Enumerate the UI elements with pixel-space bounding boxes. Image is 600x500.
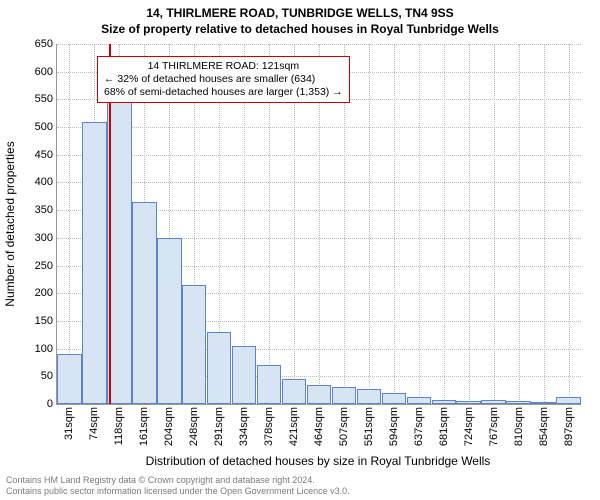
histogram-bar bbox=[157, 238, 181, 404]
y-tick-label: 50 bbox=[41, 370, 53, 382]
gridline-v bbox=[544, 44, 545, 404]
y-tick-label: 400 bbox=[35, 176, 53, 188]
histogram-bar bbox=[182, 285, 206, 404]
histogram-bar bbox=[432, 400, 456, 404]
histogram-bar bbox=[481, 400, 505, 404]
annotation-box: 14 THIRLMERE ROAD: 121sqm ← 32% of detac… bbox=[97, 56, 350, 103]
y-tick-label: 450 bbox=[35, 149, 53, 161]
x-tick-label: 767sqm bbox=[488, 407, 500, 446]
histogram-bar bbox=[282, 379, 306, 404]
y-tick-label: 200 bbox=[35, 287, 53, 299]
histogram-bar bbox=[332, 387, 356, 404]
gridline-v bbox=[369, 44, 370, 404]
chart-title-line1: 14, THIRLMERE ROAD, TUNBRIDGE WELLS, TN4… bbox=[0, 6, 600, 20]
histogram-bar bbox=[407, 397, 431, 404]
y-tick-label: 150 bbox=[35, 315, 53, 327]
x-tick-label: 681sqm bbox=[438, 407, 450, 446]
x-tick-label: 378sqm bbox=[263, 407, 275, 446]
x-tick-label: 204sqm bbox=[163, 407, 175, 446]
x-tick-label: 464sqm bbox=[313, 407, 325, 446]
y-tick-label: 100 bbox=[35, 343, 53, 355]
y-tick-label: 650 bbox=[35, 38, 53, 50]
gridline-v bbox=[444, 44, 445, 404]
x-tick-label: 74sqm bbox=[88, 407, 100, 440]
histogram-bar bbox=[531, 402, 555, 404]
histogram-bar bbox=[307, 385, 331, 404]
x-tick-label: 810sqm bbox=[513, 407, 525, 446]
x-tick-label: 507sqm bbox=[338, 407, 350, 446]
histogram-bar bbox=[57, 354, 81, 404]
gridline-v bbox=[469, 44, 470, 404]
y-tick-label: 550 bbox=[35, 93, 53, 105]
histogram-bar bbox=[132, 202, 156, 404]
footer-line2: Contains public sector information licen… bbox=[6, 486, 350, 496]
x-tick-label: 248sqm bbox=[188, 407, 200, 446]
y-tick-label: 300 bbox=[35, 232, 53, 244]
histogram-bar bbox=[382, 393, 406, 404]
x-tick-label: 291sqm bbox=[213, 407, 225, 446]
histogram-bar bbox=[556, 397, 580, 404]
gridline-v bbox=[519, 44, 520, 404]
y-axis-title: Number of detached properties bbox=[3, 44, 17, 404]
x-tick-label: 594sqm bbox=[388, 407, 400, 446]
y-tick-label: 600 bbox=[35, 66, 53, 78]
histogram-bar bbox=[207, 332, 231, 404]
x-tick-label: 334sqm bbox=[238, 407, 250, 446]
histogram-bar bbox=[357, 389, 381, 405]
annotation-line1: 14 THIRLMERE ROAD: 121sqm bbox=[104, 60, 343, 73]
gridline-v bbox=[69, 44, 70, 404]
x-tick-label: 31sqm bbox=[63, 407, 75, 440]
gridline-v bbox=[394, 44, 395, 404]
histogram-bar bbox=[506, 401, 530, 404]
x-tick-label: 118sqm bbox=[113, 407, 125, 445]
gridline-v bbox=[569, 44, 570, 404]
footer-line1: Contains HM Land Registry data © Crown c… bbox=[6, 475, 350, 485]
y-tick-label: 350 bbox=[35, 204, 53, 216]
annotation-line3: 68% of semi-detached houses are larger (… bbox=[104, 86, 343, 99]
histogram-bar bbox=[232, 346, 256, 404]
x-tick-label: 421sqm bbox=[288, 407, 300, 446]
x-tick-label: 551sqm bbox=[363, 407, 375, 446]
histogram-bar bbox=[257, 365, 281, 404]
histogram-bar bbox=[456, 401, 480, 404]
annotation-line2: ← 32% of detached houses are smaller (63… bbox=[104, 73, 343, 86]
chart-title-line2: Size of property relative to detached ho… bbox=[0, 22, 600, 36]
y-tick-label: 0 bbox=[47, 398, 53, 410]
y-tick-label: 500 bbox=[35, 121, 53, 133]
histogram-bar bbox=[82, 122, 106, 404]
x-tick-label: 161sqm bbox=[138, 407, 150, 446]
x-tick-label: 897sqm bbox=[563, 407, 575, 446]
y-tick-label: 250 bbox=[35, 260, 53, 272]
chart-container: 14, THIRLMERE ROAD, TUNBRIDGE WELLS, TN4… bbox=[0, 0, 600, 500]
plot-area: 0501001502002503003504004505005506006503… bbox=[56, 44, 581, 405]
x-tick-label: 724sqm bbox=[463, 407, 475, 446]
gridline-v bbox=[419, 44, 420, 404]
gridline-v bbox=[494, 44, 495, 404]
x-tick-label: 854sqm bbox=[538, 407, 550, 446]
x-tick-label: 637sqm bbox=[413, 407, 425, 446]
x-axis-title: Distribution of detached houses by size … bbox=[56, 454, 580, 468]
footer-attribution: Contains HM Land Registry data © Crown c… bbox=[6, 475, 350, 496]
